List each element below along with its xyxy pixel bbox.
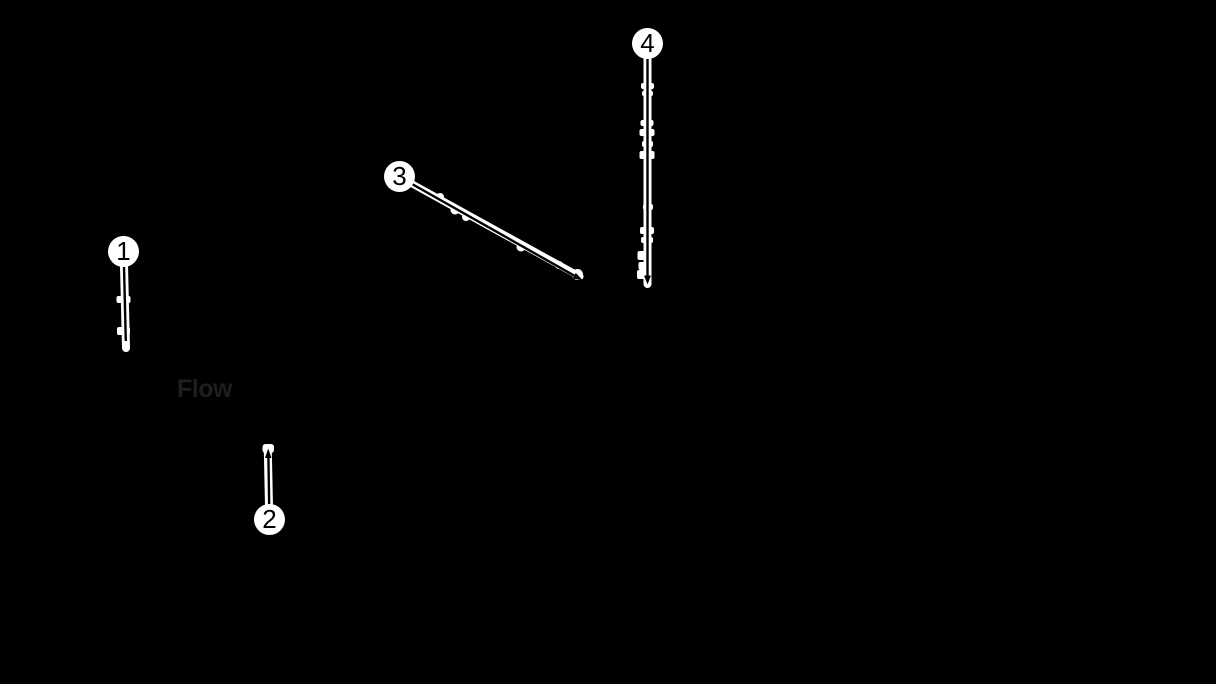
flow-label: Flow [177, 375, 232, 403]
arrowhead-3 [572, 272, 583, 281]
callout-3-number: 3 [392, 160, 407, 191]
callout-3: 3 [384, 161, 415, 192]
callout-4: 4 [632, 28, 663, 59]
arrowhead-4 [644, 275, 651, 285]
callout-1: 1 [108, 236, 139, 267]
callout-4-number: 4 [640, 27, 655, 58]
callout-2: 2 [254, 504, 285, 535]
leader-line-1 [116, 262, 131, 352]
arrowhead-2 [265, 448, 272, 458]
callout-1-number: 1 [116, 235, 131, 266]
leader-line-2 [262, 444, 274, 510]
callout-2-number: 2 [262, 503, 277, 534]
leader-line-4 [637, 55, 655, 288]
leader-line-3 [408, 180, 584, 281]
